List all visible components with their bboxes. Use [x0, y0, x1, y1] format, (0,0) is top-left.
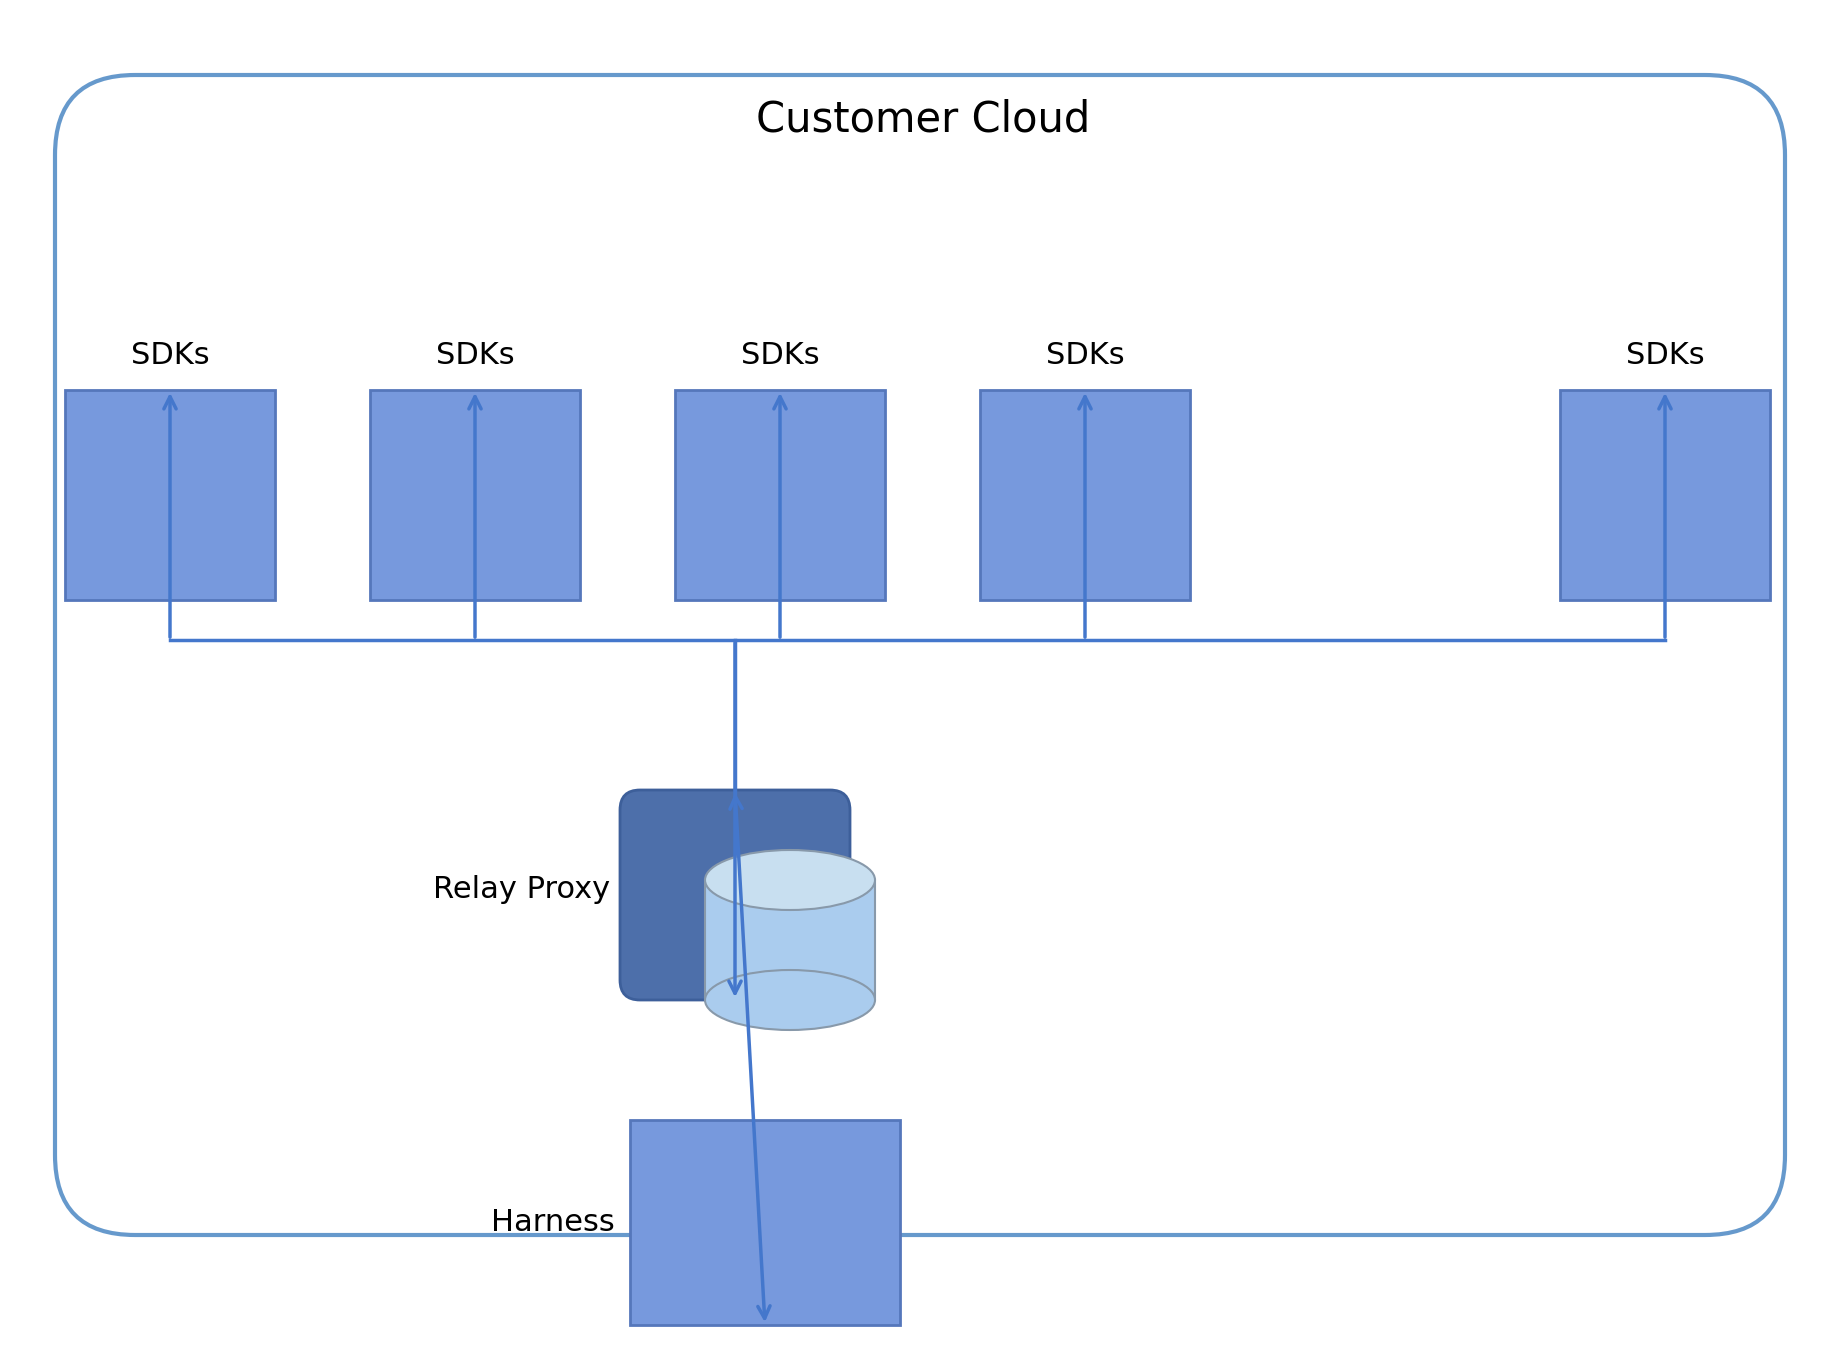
- Text: SDKs: SDKs: [1045, 340, 1124, 370]
- FancyBboxPatch shape: [629, 1120, 901, 1324]
- Ellipse shape: [705, 850, 875, 910]
- Text: SDKs: SDKs: [436, 340, 515, 370]
- FancyBboxPatch shape: [705, 880, 875, 1000]
- FancyBboxPatch shape: [980, 390, 1191, 599]
- FancyBboxPatch shape: [1560, 390, 1770, 599]
- FancyBboxPatch shape: [55, 76, 1785, 1235]
- FancyBboxPatch shape: [369, 390, 580, 599]
- Text: Harness: Harness: [491, 1208, 615, 1237]
- FancyBboxPatch shape: [65, 390, 275, 599]
- Text: Customer Cloud: Customer Cloud: [755, 99, 1091, 140]
- Text: SDKs: SDKs: [740, 340, 820, 370]
- FancyBboxPatch shape: [676, 390, 884, 599]
- Text: SDKs: SDKs: [131, 340, 209, 370]
- Text: SDKs: SDKs: [1626, 340, 1704, 370]
- Text: Relay Proxy: Relay Proxy: [432, 876, 609, 904]
- FancyBboxPatch shape: [620, 790, 849, 1000]
- Ellipse shape: [705, 971, 875, 1030]
